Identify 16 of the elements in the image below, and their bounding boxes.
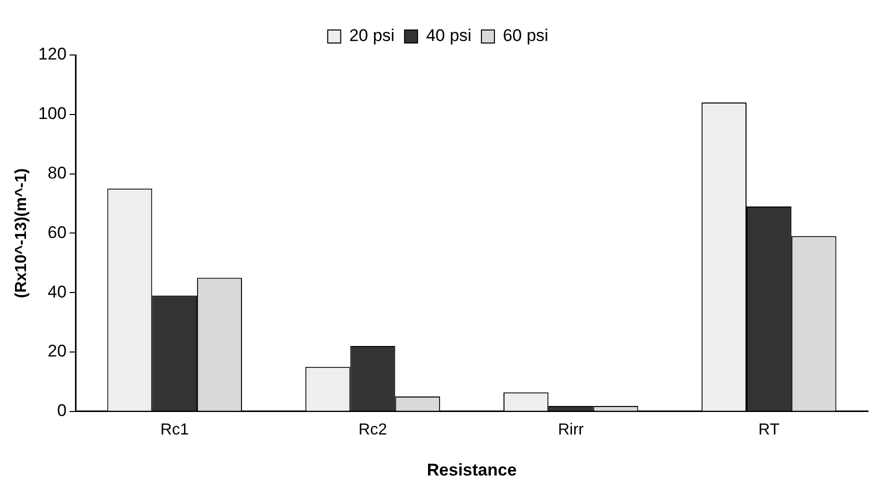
x-tick-label: Rirr — [558, 421, 584, 438]
legend-label: 20 psi — [349, 26, 395, 46]
y-tick-label: 120 — [38, 44, 67, 64]
y-tick-label: 80 — [48, 163, 67, 182]
legend-label: 60 psi — [502, 26, 548, 46]
x-tick-label: Rc2 — [358, 421, 388, 438]
y-tick-label: 60 — [48, 222, 67, 242]
x-axis-title: Resistance — [426, 460, 517, 480]
x-tick-label: Rc1 — [160, 421, 189, 438]
x-tick-label: RT — [758, 421, 780, 438]
y-tick-label: 0 — [57, 401, 67, 420]
y-tick-label: 40 — [48, 282, 67, 302]
y-axis-title: (Rx10^-13)(m^-1) — [13, 168, 30, 298]
legend-label: 40 psi — [426, 26, 472, 46]
y-tick-label: 20 — [48, 342, 67, 361]
y-tick-label: 100 — [38, 104, 67, 124]
